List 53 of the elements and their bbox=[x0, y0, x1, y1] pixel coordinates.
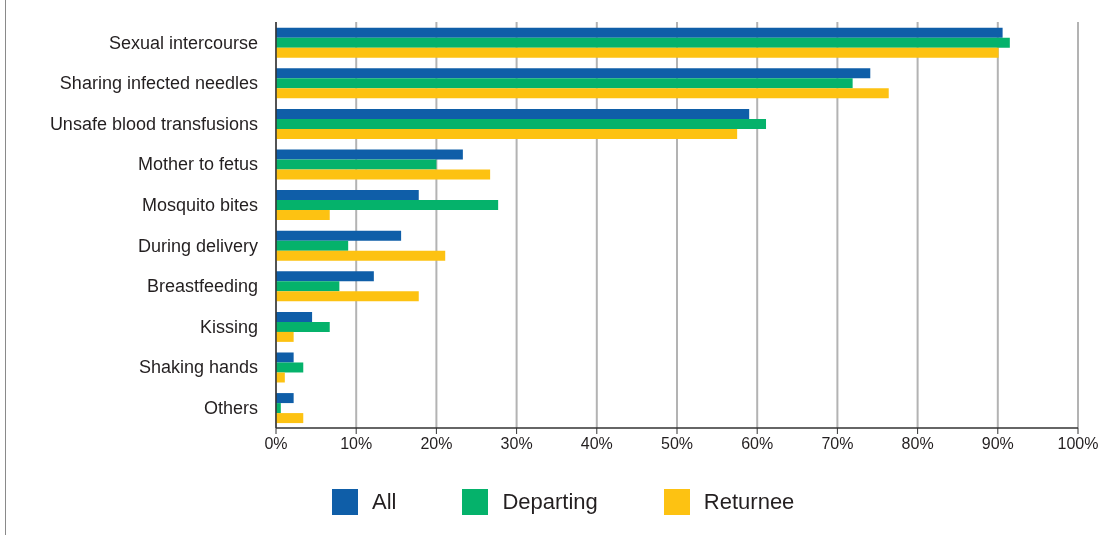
y-tick-label: Shaking hands bbox=[138, 357, 258, 378]
bar bbox=[276, 128, 738, 139]
bar bbox=[276, 331, 294, 342]
y-tick-label: Sexual intercourse bbox=[108, 32, 258, 53]
bar bbox=[276, 169, 491, 180]
bar bbox=[276, 47, 999, 58]
bar bbox=[276, 393, 294, 404]
x-tick-label: 30% bbox=[500, 435, 533, 453]
x-tick-label: 100% bbox=[1057, 435, 1099, 453]
bar bbox=[276, 190, 419, 201]
bar bbox=[276, 37, 1010, 48]
bar bbox=[276, 240, 349, 251]
y-tick-label: Sharing infected needles bbox=[59, 73, 258, 94]
y-tick-label: During delivery bbox=[137, 235, 258, 256]
y-tick-label: Breastfeeding bbox=[146, 276, 258, 297]
bar bbox=[276, 281, 340, 292]
bar bbox=[276, 159, 437, 170]
bar bbox=[276, 88, 889, 99]
bar bbox=[276, 149, 463, 160]
y-tick-label: Kissing bbox=[199, 316, 258, 337]
bar bbox=[276, 352, 294, 363]
x-tick-label: 10% bbox=[340, 435, 373, 453]
x-tick-label: 20% bbox=[420, 435, 453, 453]
bar bbox=[276, 311, 313, 322]
legend-label: Departing bbox=[502, 489, 598, 515]
bar bbox=[276, 27, 1003, 38]
bar bbox=[276, 271, 374, 282]
bar bbox=[276, 200, 499, 211]
y-tick-label: Unsafe blood transfusions bbox=[49, 113, 258, 134]
legend-label: Returnee bbox=[703, 489, 795, 515]
y-tick-label: Mother to fetus bbox=[137, 154, 258, 175]
bar bbox=[276, 78, 853, 89]
bar bbox=[276, 68, 871, 79]
bar bbox=[276, 321, 330, 332]
bar bbox=[276, 362, 304, 373]
x-tick-label: 0% bbox=[264, 435, 288, 453]
bar bbox=[276, 210, 330, 221]
y-tick-label: Mosquito bites bbox=[141, 195, 258, 216]
x-tick-label: 40% bbox=[580, 435, 613, 453]
legend-label: All bbox=[372, 489, 397, 515]
x-tick-label: 90% bbox=[981, 435, 1014, 453]
bar bbox=[276, 230, 402, 241]
bar bbox=[276, 250, 446, 261]
y-tick-label: Others bbox=[203, 398, 258, 419]
x-tick-label: 60% bbox=[741, 435, 774, 453]
bar bbox=[276, 108, 750, 119]
bar bbox=[276, 413, 304, 424]
x-tick-label: 50% bbox=[660, 435, 694, 453]
bar bbox=[276, 118, 767, 129]
x-tick-label: 80% bbox=[901, 435, 934, 453]
x-tick-label: 70% bbox=[821, 435, 854, 453]
bar bbox=[276, 291, 419, 302]
bar bbox=[276, 372, 285, 383]
